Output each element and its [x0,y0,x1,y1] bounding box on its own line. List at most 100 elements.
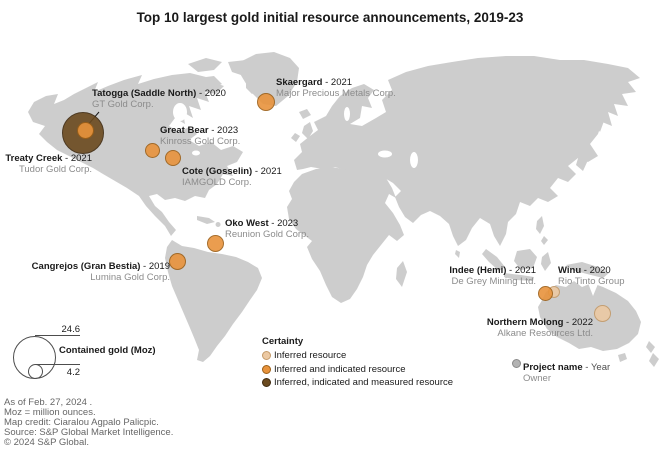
gulf-of-carpentaria-shape [588,283,598,296]
project-name: Treaty Creek [5,153,63,164]
certainty-item-label: Inferred and indicated resource [274,363,406,375]
example-owner: Owner [523,372,551,384]
label-northern-molong: Northern Molong - 2022 Alkane Resources … [486,317,593,339]
project-owner: Major Precious Metals Corp. [276,87,396,99]
label-indee-hemi: Indee (Hemi) - 2021 De Grey Mining Ltd. [449,265,536,287]
certainty-item-inferred-indicated-measured: Inferred, indicated and measured resourc… [262,377,453,388]
footnotes: As of Feb. 27, 2024 . Moz = million ounc… [4,398,173,448]
project-year: - 2021 [506,265,536,276]
inferred-indicated-swatch-icon [262,364,271,374]
bubble-cangrejos [168,252,186,270]
project-owner: IAMGOLD Corp. [182,176,252,188]
certainty-item-inferred-indicated: Inferred and indicated resource [262,364,453,375]
project-name: Cote (Gosselin) [182,166,253,177]
footnote-map-credit: Map credit: Ciaralou Agpalo Palicpic. [4,417,159,428]
baltic-sea-shape [344,107,350,121]
black-sea-shape [378,150,392,158]
iceland-shape [299,109,311,119]
footnote-moz: Moz = million ounces. [4,407,96,418]
example-project-name: Project name [523,362,583,373]
tasmania-shape [618,353,627,362]
bubble-cote-gosselin [165,150,181,166]
sri-lanka-shape [455,250,460,258]
example-year: - Year [582,362,611,373]
label-cangrejos: Cangrejos (Gran Bestia) - 2019 Lumina Go… [31,261,170,283]
british-isles-shape [291,122,313,142]
certainty-item-inferred: Inferred resource [262,350,453,361]
size-legend-max-value: 24.6 [61,324,81,335]
philippines-shape [536,216,548,245]
bubble-northern-molong [593,304,611,322]
greenland-shape [239,52,299,106]
certainty-legend: Certainty Inferred resource Inferred and… [262,336,453,388]
project-year: - 2021 [322,77,353,88]
project-owner: GT Gold Corp. [92,98,154,110]
label-tatogga: Tatogga (Saddle North) - 2020 GT Gold Co… [92,88,226,110]
project-year: - 2021 [252,166,282,177]
indonesia-shape [482,249,609,281]
bubble-oko-west [206,234,224,252]
project-year: - 2023 [268,218,299,229]
africa-shape [287,166,404,303]
size-legend-min-circle [28,364,43,379]
project-year: - 2021 [62,153,92,164]
bubble-indee-hemi [537,285,553,301]
project-year: - 2019 [140,261,170,272]
inferred-swatch-icon [262,351,271,360]
bubble-great-bear [144,142,160,158]
japan-shape [575,110,604,171]
bubble-tatogga [76,121,94,139]
project-owner: Rio Tinto Group [558,275,625,287]
australia-shape [538,281,641,351]
project-name: Skaergard [276,77,323,88]
inferred-indicated-measured-swatch-icon [262,378,271,387]
size-legend-min-line [36,364,80,365]
project-owner: Tudor Gold Corp. [18,163,92,175]
example-legend: Project name - Year Owner [523,362,611,384]
certainty-legend-title: Certainty [262,336,304,347]
project-year: - 2020 [581,265,611,276]
eurasia-shape [294,56,640,246]
great-lakes-shape [192,150,200,156]
project-name: Cangrejos (Gran Bestia) [31,261,141,272]
project-name: Tatogga (Saddle North) [92,88,197,99]
project-name: Oko West [225,218,269,229]
project-owner: Lumina Gold Corp. [90,271,170,283]
madagascar-shape [396,261,407,287]
south-america-shape [165,240,262,362]
bubble-skaergard [257,93,275,111]
label-great-bear: Great Bear - 2023 Kinross Gold Corp. [160,125,241,147]
project-owner: De Grey Mining Ltd. [451,275,536,287]
project-owner: Kinross Gold Corp. [160,135,241,147]
project-name: Great Bear [160,125,209,136]
label-skaergard: Skaergard - 2021 Major Precious Metals C… [276,77,396,99]
project-owner: Alkane Resources Ltd. [497,327,593,339]
footnote-copyright: © 2024 S&P Global. [4,437,89,448]
hudson-bay-shape [173,103,187,121]
project-name: Indee (Hemi) [449,265,507,276]
certainty-item-label: Inferred resource [274,350,347,361]
caribbean-shape [197,216,221,227]
chart-title: Top 10 largest gold initial resource ann… [136,10,524,25]
project-name: Northern Molong [486,317,564,328]
caspian-sea-shape [410,152,418,168]
label-treaty-creek: Treaty Creek - 2021 Tudor Gold Corp. [5,153,92,175]
project-year: - 2023 [208,125,239,136]
project-owner: Reunion Gold Corp. [225,228,309,240]
project-year: - 2022 [563,317,593,328]
label-oko-west: Oko West - 2023 Reunion Gold Corp. [225,218,309,240]
footnote-as-of: As of Feb. 27, 2024 . [4,397,93,408]
size-legend-max-line [35,335,80,336]
project-name: Winu [558,265,582,276]
example-bubble-icon [512,359,521,368]
size-legend-min-value: 4.2 [66,367,80,378]
label-cote-gosselin: Cote (Gosselin) - 2021 IAMGOLD Corp. [182,166,282,188]
size-legend-title: Contained gold (Moz) [59,345,156,356]
project-year: - 2020 [196,88,226,99]
footnote-source: Source: S&P Global Market Intelligence. [4,427,174,438]
certainty-item-label: Inferred, indicated and measured resourc… [274,377,454,388]
new-zealand-shape [646,341,659,367]
label-winu: Winu - 2020 Rio Tinto Group [558,265,625,287]
